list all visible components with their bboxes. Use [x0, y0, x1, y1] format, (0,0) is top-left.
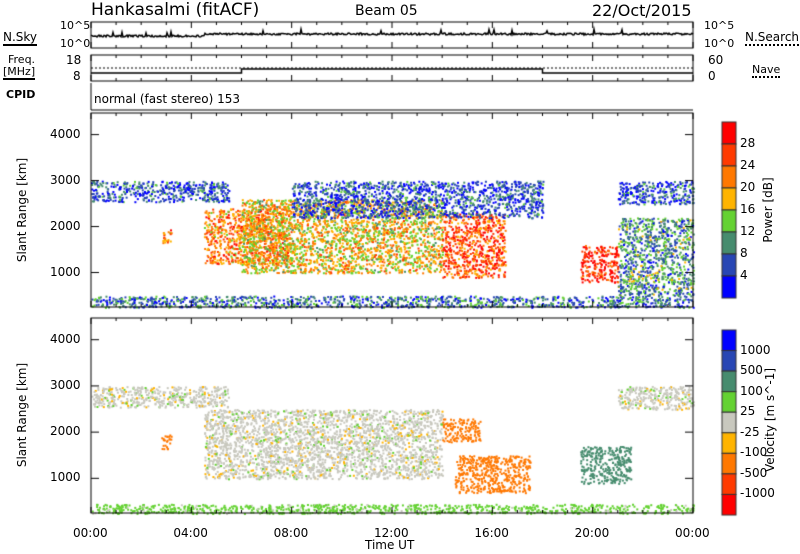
colorbar-tick-label: 500: [740, 363, 763, 378]
velocity-ylabel: Slant Range [km]: [15, 362, 29, 468]
colorbar-tick-label: 20: [740, 180, 756, 194]
cpid-label: CPID: [6, 88, 36, 101]
station-title: Hankasalmi (fitACF): [91, 0, 260, 20]
ytick-label: 3000: [50, 377, 81, 392]
colorbar-tick-label: 4: [740, 268, 748, 282]
nsearch-tick-top: 10^5: [704, 19, 735, 32]
nsearch-tick-bottom: 10^0: [704, 37, 735, 50]
ytick-label: 1000: [50, 470, 81, 485]
cpid-value: normal (fast stereo) 153: [94, 92, 241, 106]
nsearch-label: N.Search: [745, 30, 800, 46]
ytick-label: 4000: [50, 331, 81, 346]
ytick-label: 2000: [50, 424, 81, 439]
nave-tick-bottom: 0: [708, 69, 716, 83]
colorbar-tick-label: -25: [740, 424, 760, 439]
xtick-label: 00:00: [675, 526, 710, 540]
freq-tick-bottom: 8: [73, 69, 81, 83]
nsky-tick-bottom: 10^0: [60, 37, 91, 50]
nave-label: Nave: [752, 63, 781, 78]
xtick-label: 04:00: [173, 526, 208, 540]
ytick-label: 3000: [50, 172, 81, 187]
xtick-label: 00:00: [73, 526, 108, 540]
xtick-label: 16:00: [474, 526, 509, 540]
xtick-label: 20:00: [574, 526, 610, 540]
colorbar-tick-label: 16: [740, 202, 756, 216]
ytick-label: 4000: [50, 126, 81, 141]
colorbar-tick-label: 24: [740, 158, 756, 172]
power-colorbar-label: Power [dB]: [761, 177, 775, 243]
colorbar-tick-label: -100: [740, 445, 768, 460]
colorbar-tick-label: 25: [740, 404, 756, 419]
colorbar-tick-label: 8: [740, 246, 748, 260]
colorbar-tick-label: 1000: [740, 342, 771, 357]
xtick-label: 12:00: [374, 526, 409, 540]
freq-tick-top: 18: [66, 53, 82, 67]
power-ylabel: Slant Range [km]: [15, 157, 29, 263]
colorbar-tick-label: -500: [740, 465, 768, 480]
xaxis-label: Time UT: [365, 538, 415, 552]
colorbar-tick-label: 100: [740, 383, 763, 398]
colorbar-tick-label: 12: [740, 224, 756, 238]
nave-tick-top: 60: [708, 53, 724, 67]
velocity-colorbar-label: Velocity [m s^-1]: [763, 367, 777, 473]
ytick-label: 1000: [50, 264, 81, 279]
colorbar-tick-label: -1000: [740, 486, 775, 501]
ytick-label: 2000: [50, 218, 81, 233]
colorbar-tick-label: 28: [740, 136, 756, 150]
nsky-label: N.Sky: [3, 30, 38, 46]
freq-unit: [MHz]: [3, 65, 36, 80]
date-label: 22/Oct/2015: [592, 1, 692, 20]
beam-label: Beam 05: [355, 3, 418, 19]
xtick-label: 08:00: [273, 526, 309, 540]
freq-label: Freq.: [8, 53, 36, 66]
nsky-tick-top: 10^5: [60, 19, 91, 32]
